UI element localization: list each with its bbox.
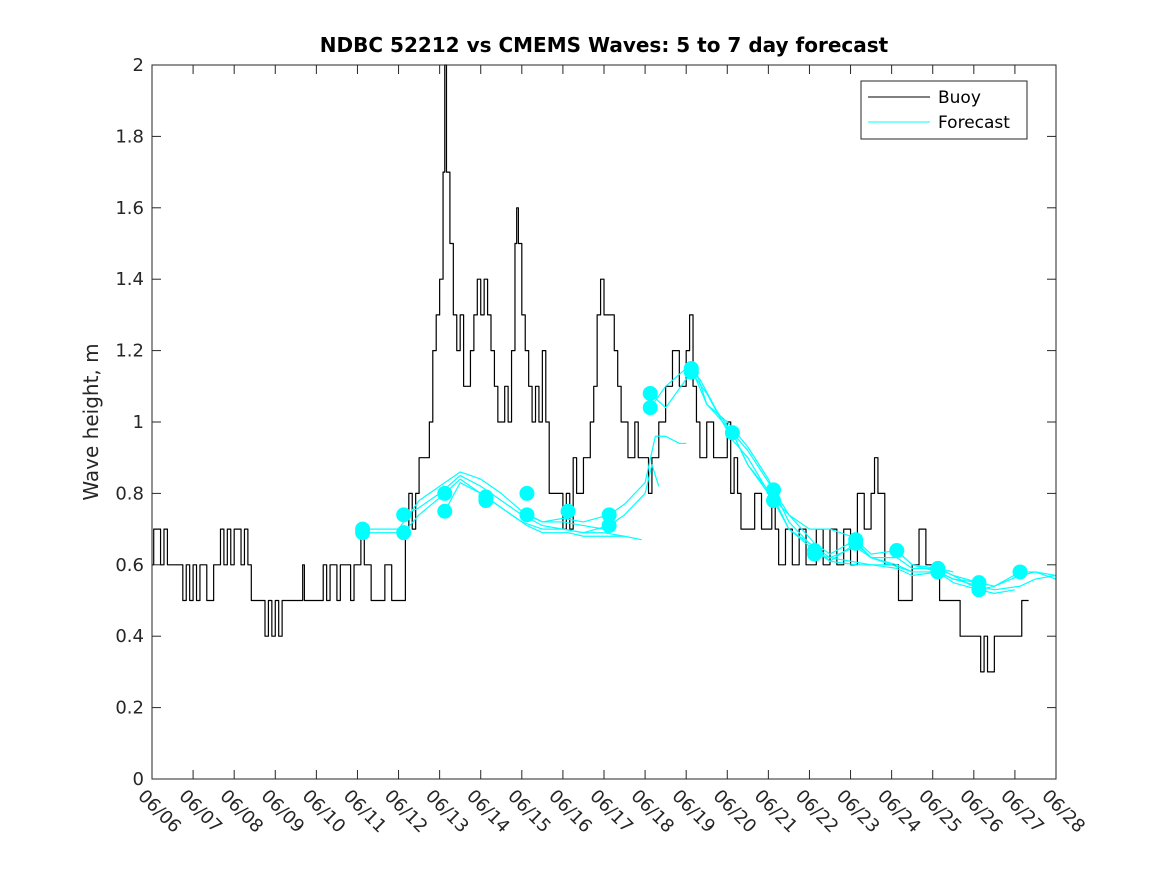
forecast-marker-26 (930, 564, 946, 580)
forecast-marker-1 (355, 525, 371, 541)
buoy-series-line (152, 64, 1029, 673)
forecast-marker-28 (971, 582, 987, 598)
forecast-marker-7 (478, 493, 494, 509)
y-tick-label: 1.4 (115, 269, 144, 290)
forecast-marker-16 (683, 364, 699, 380)
y-tick-label: 1.2 (115, 341, 144, 362)
y-tick-label: 0.8 (115, 483, 144, 504)
legend: Buoy Forecast (860, 80, 1028, 140)
forecast-marker-29 (1012, 564, 1028, 580)
forecast-marker-2 (396, 507, 412, 523)
forecast-series-line-13 (937, 567, 1056, 587)
chart-title: NDBC 52212 vs CMEMS Waves: 5 to 7 day fo… (320, 33, 889, 57)
forecast-marker-8 (519, 485, 535, 501)
forecast-marker-5 (437, 503, 453, 519)
y-tick-label: 1.6 (115, 198, 144, 219)
forecast-marker-10 (560, 503, 576, 519)
forecast-marker-19 (766, 493, 781, 509)
series-group (152, 64, 1056, 673)
y-tick-label: 0.2 (115, 698, 144, 719)
forecast-series-line-1 (362, 471, 615, 530)
plot-area (152, 64, 1056, 673)
forecast-marker-3 (396, 525, 412, 541)
forecast-marker-24 (889, 543, 905, 559)
legend-forecast-label: Forecast (938, 113, 1010, 133)
forecast-marker-17 (724, 425, 740, 441)
forecast-marker-21 (807, 546, 823, 562)
forecast-marker-9 (519, 507, 535, 523)
y-tick-label: 2 (133, 55, 144, 76)
forecast-marker-23 (848, 535, 864, 551)
forecast-marker-14 (642, 400, 658, 416)
forecast-series-line-5 (526, 435, 687, 523)
y-tick-label: 1 (133, 412, 144, 433)
y-tick-label: 0.6 (115, 555, 144, 576)
legend-box (860, 80, 1028, 140)
forecast-marker-12 (601, 518, 617, 534)
y-tick-label: 0 (133, 769, 144, 790)
y-axis-label: Wave height, m (79, 343, 103, 500)
forecast-marker-13 (642, 385, 658, 401)
forecast-marker-4 (437, 485, 453, 501)
legend-buoy-label: Buoy (938, 88, 981, 108)
forecast-series-line-10 (731, 432, 1016, 594)
y-tick-label: 0.4 (115, 626, 144, 647)
y-tick-label: 1.8 (115, 126, 144, 147)
